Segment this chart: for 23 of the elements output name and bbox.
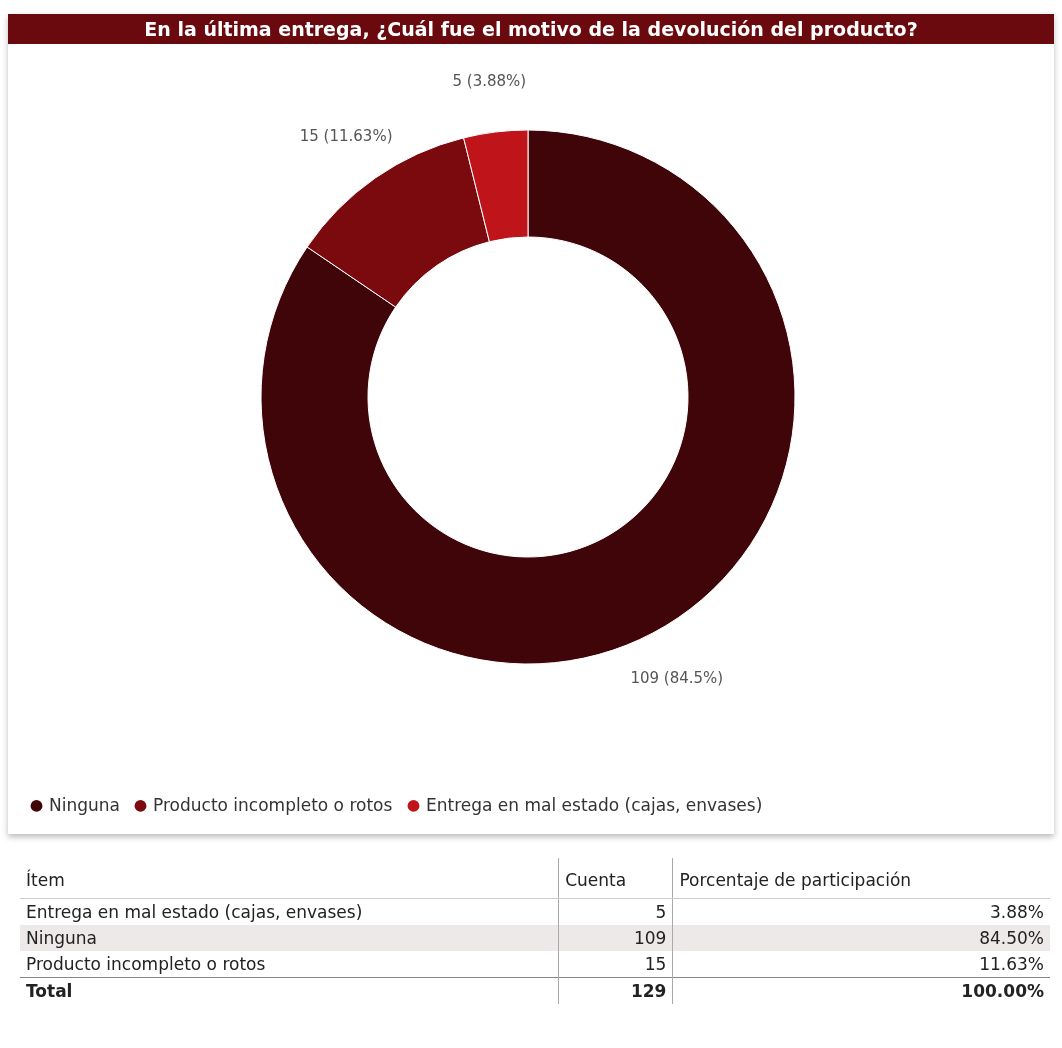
data-label: 11.63% [672,950,1050,977]
category-label: Ninguna [20,924,559,951]
data-label: 5 (3.88%) [452,72,527,91]
text: Cuenta [558,858,673,898]
category-label: Producto incompleto o rotos [25,952,267,976]
legend-label: Entrega en mal estado (cajas, envases) [426,794,763,815]
category-label: Entrega en mal estado (cajas, envases) [25,900,364,924]
data-label: 15 [558,950,673,977]
data-label: 3.88% [672,898,1050,925]
data-label: 15 (11.63%) [299,127,393,146]
text: Total [20,977,559,1004]
chart-title: En la última entrega, ¿Cuál fue el motivo de la devolución del producto? [8,14,1054,44]
text: Porcentaje de participación [672,858,1050,898]
data-label: 5 [558,898,673,925]
data-label: 109 [558,924,673,951]
text: Ítem [20,858,559,898]
data-label: 109 (84.5%) [630,669,724,688]
text: 100.00% [961,980,1044,1001]
data-label: 84.50% [672,924,1050,951]
donut-slice [260,129,796,665]
legend-label: Ninguna [49,794,120,815]
text: 129 [630,980,667,1001]
legend-label: Producto incompleto o rotos [153,794,393,815]
